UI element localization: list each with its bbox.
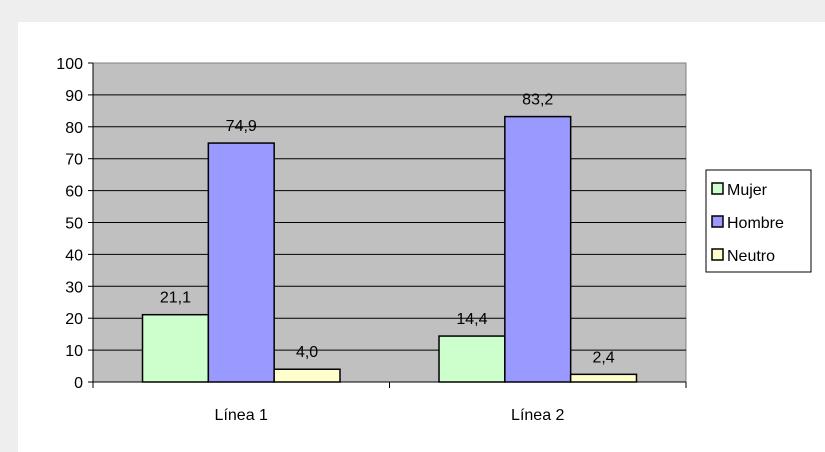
y-tick-label: 80	[65, 120, 83, 137]
y-tick-label: 90	[65, 88, 83, 105]
bar-neutro	[569, 373, 638, 383]
data-labels: 21,1 74,9 4,0 14,4 83,2 2,4	[160, 92, 615, 367]
bars	[141, 115, 638, 383]
bar-neutro	[273, 368, 341, 383]
legend-swatch-neutro	[711, 248, 724, 261]
data-label: 74,9	[226, 118, 257, 135]
y-tick-label: 50	[65, 216, 83, 233]
bar-hombre	[504, 115, 572, 383]
y-tick-label: 60	[65, 184, 83, 201]
data-label: 21,1	[160, 290, 191, 307]
x-axis-categories: Línea 1 Línea 2	[215, 407, 565, 424]
category-label: Línea 2	[511, 407, 564, 424]
y-tick-label: 0	[74, 375, 83, 392]
legend: Mujer Hombre Neutro	[705, 169, 812, 273]
category-label: Línea 1	[215, 407, 268, 424]
legend-label-hombre: Hombre	[727, 215, 784, 232]
legend-swatch-hombre	[711, 215, 724, 228]
bar-mujer	[438, 335, 506, 383]
y-tick-label: 20	[65, 311, 83, 328]
y-tick-label: 100	[56, 56, 83, 73]
legend-swatch-mujer	[711, 182, 724, 195]
data-label: 83,2	[522, 92, 553, 109]
axes	[92, 63, 687, 388]
data-label: 14,4	[456, 311, 487, 328]
bar-mujer	[141, 313, 210, 383]
data-label: 2,4	[592, 349, 614, 366]
y-tick-label: 40	[65, 247, 83, 264]
data-label: 4,0	[296, 344, 318, 361]
y-tick-label: 70	[65, 152, 83, 169]
y-tick-label: 10	[65, 343, 83, 360]
legend-label-mujer: Mujer	[727, 182, 768, 199]
bar-hombre	[207, 142, 275, 383]
y-axis-ticks: 0 10 20 30 40 50 60 70 80 90 100	[56, 56, 93, 392]
legend-label-neutro: Neutro	[727, 248, 775, 265]
y-tick-label: 30	[65, 279, 83, 296]
